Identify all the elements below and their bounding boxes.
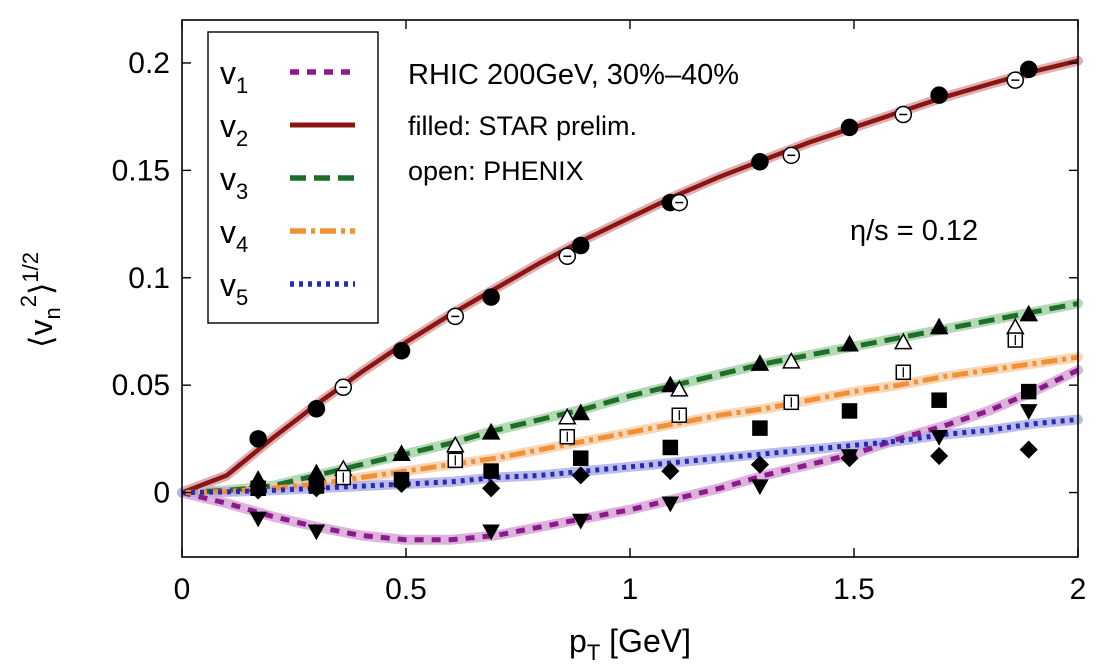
- point-filled-diamond-6-9: [1019, 440, 1038, 459]
- x-tick-label-4: 2: [1070, 573, 1087, 606]
- point-filled-triangle-up-2-7: [840, 334, 859, 352]
- annotation-open: open: PHENIX: [408, 156, 584, 186]
- point-filled-triangle-down-7-4: [661, 496, 680, 513]
- point-filled-square-4-8: [931, 392, 947, 408]
- x-tick-label-2: 1: [622, 573, 639, 606]
- point-filled-square-4-3: [483, 463, 499, 479]
- x-axis-label: pT [GeV]: [569, 623, 691, 665]
- point-open-triangle-up-3-5: [894, 332, 913, 350]
- point-filled-square-4-9: [1020, 383, 1037, 400]
- point-filled-circle-0-9: [1019, 60, 1038, 79]
- point-filled-triangle-up-2-9: [1019, 304, 1038, 322]
- point-open-triangle-up-3-1: [446, 435, 465, 453]
- point-filled-circle-0-1: [307, 400, 326, 418]
- point-filled-diamond-6-6: [750, 455, 769, 474]
- curve-v5: [181, 417, 1079, 496]
- legend-label-v1: v1: [220, 55, 248, 98]
- point-filled-square-4-5: [662, 439, 679, 456]
- point-open-triangle-up-3-4: [782, 351, 801, 369]
- y-tick-label-4: 0.2: [128, 47, 170, 80]
- point-filled-triangle-up-2-6: [750, 354, 770, 371]
- point-filled-circle-0-3: [482, 288, 500, 306]
- point-filled-circle-0-2: [392, 342, 411, 360]
- point-filled-diamond-6-1: [307, 479, 326, 498]
- curve-v1: [181, 367, 1080, 543]
- point-filled-circle-0-7: [840, 118, 859, 137]
- point-filled-square-4-4: [572, 450, 589, 466]
- point-filled-triangle-down-7-1: [307, 524, 326, 541]
- point-filled-triangle-down-7-6: [840, 449, 859, 466]
- point-filled-circle-0-6: [751, 153, 769, 171]
- legend-label-v4: v4: [220, 214, 248, 257]
- y-tick-label-1: 0.05: [112, 369, 170, 402]
- point-filled-triangle-up-2-8: [929, 317, 949, 335]
- point-filled-circle-0-4: [571, 236, 590, 255]
- x-tick-label-0: 0: [174, 573, 191, 606]
- point-filled-triangle-up-2-5: [661, 375, 680, 393]
- axis-ticks: 0 0.5 1 1.5 2 0 0.05 0.1 0.15 0.2: [112, 20, 1087, 606]
- point-filled-diamond-6-4: [571, 466, 590, 485]
- point-filled-triangle-down-7-2: [482, 524, 500, 541]
- data-markers: [248, 60, 1038, 541]
- legend-label-v2: v2: [220, 108, 248, 151]
- legend-label-v5: v5: [220, 267, 248, 310]
- point-open-triangle-up-3-3: [670, 379, 689, 397]
- point-filled-triangle-down-7-3: [571, 513, 590, 530]
- curve-v2: [181, 58, 1079, 495]
- point-filled-diamond-6-3: [482, 479, 501, 498]
- point-filled-diamond-6-8: [930, 446, 949, 466]
- model-curves: [181, 58, 1080, 543]
- point-filled-triangle-up-2-4: [571, 403, 590, 421]
- point-filled-triangle-up-2-2: [392, 444, 411, 462]
- point-filled-triangle-up-2-3: [481, 422, 501, 440]
- y-axis-label: ⟨vn2⟩1/2: [16, 252, 65, 348]
- point-filled-diamond-6-5: [661, 462, 680, 481]
- y-tick-label-3: 0.15: [112, 154, 170, 187]
- legend-label-v3: v3: [220, 161, 248, 204]
- point-filled-circle-0-0: [249, 430, 267, 448]
- point-filled-triangle-down-7-7: [930, 429, 948, 446]
- y-tick-label-0: 0: [153, 477, 170, 510]
- annotation-collision: RHIC 200GeV, 30%–40%: [408, 59, 739, 91]
- x-tick-label-3: 1.5: [833, 573, 875, 606]
- point-filled-diamond-6-2: [392, 474, 411, 494]
- curve-v4: [181, 354, 1079, 496]
- annotation-filled: filled: STAR prelim.: [408, 111, 637, 141]
- curve-v3: [181, 301, 1079, 496]
- point-filled-triangle-down-7-8: [1019, 404, 1038, 420]
- point-filled-square-4-6: [752, 420, 768, 436]
- point-filled-triangle-down-7-5: [751, 479, 769, 496]
- annotation-eta-over-s: η/s = 0.12: [850, 215, 978, 247]
- point-open-triangle-up-3-2: [558, 407, 577, 425]
- legend: v1 v2 v3 v4 v5: [220, 55, 355, 310]
- point-filled-triangle-down-7-0: [249, 511, 267, 528]
- point-filled-square-4-7: [841, 403, 858, 419]
- point-filled-diamond-6-0: [249, 481, 268, 500]
- point-filled-circle-0-8: [930, 86, 948, 104]
- x-tick-label-1: 0.5: [385, 573, 427, 606]
- y-tick-label-2: 0.1: [128, 262, 170, 295]
